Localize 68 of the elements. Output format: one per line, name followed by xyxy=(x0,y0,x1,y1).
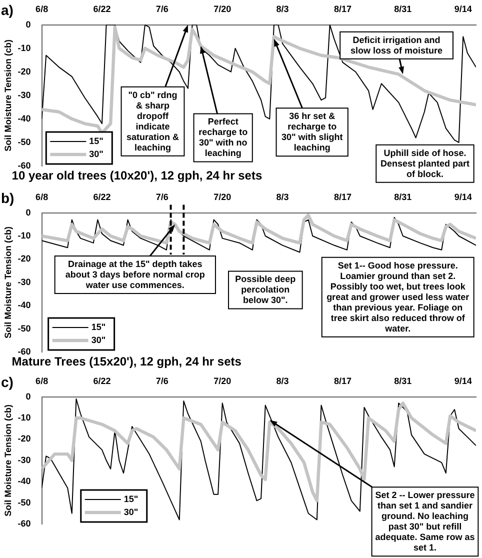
x-tick-label: 9/14 xyxy=(454,4,472,14)
x-tick-label: 8/31 xyxy=(394,4,412,14)
x-tick-label: 7/20 xyxy=(214,376,232,386)
y-tick-label: -40 xyxy=(18,113,31,124)
legend-label: 30" xyxy=(91,334,106,345)
y-tick-label: -10 xyxy=(18,412,31,422)
legend-label: 15" xyxy=(89,136,104,146)
annotation: Set 2 -- Lower pressure than set 1 and sandier ground. No leaching past 30" but refill adequate. Same row as set 1. xyxy=(375,490,475,553)
y-tick-label: -60 xyxy=(18,518,31,528)
y-tick-label: -50 xyxy=(18,497,31,508)
legend-label: 15" xyxy=(124,494,138,504)
y-tick-label: 0 xyxy=(26,207,31,218)
x-tick-label: 7/6 xyxy=(156,4,168,14)
annotation: 36 hr set & recharge to 30" with slight leaching xyxy=(281,111,343,153)
y-tick-label: 0 xyxy=(26,391,31,402)
x-tick-label: 8/31 xyxy=(394,376,412,386)
y-tick-label: -60 xyxy=(18,160,31,170)
x-tick-label: 7/20 xyxy=(214,192,232,202)
y-tick-label: -10 xyxy=(18,230,31,240)
x-tick-label: 6/22 xyxy=(93,376,111,386)
x-tick-label: 9/14 xyxy=(454,192,472,202)
y-tick-label: -60 xyxy=(18,346,31,356)
chart-title: a) xyxy=(1,2,14,18)
y-tick-label: -10 xyxy=(18,42,31,53)
chart-title: b) xyxy=(1,190,14,206)
x-tick-label: 8/3 xyxy=(276,376,289,386)
x-tick-label: 6/8 xyxy=(36,192,48,202)
x-tick-label: 7/20 xyxy=(214,4,232,14)
annotation: Possible deep percolation below 30". xyxy=(235,274,296,306)
x-tick-label: 8/3 xyxy=(276,192,289,202)
x-tick-label: 6/22 xyxy=(93,4,111,14)
annotation: Perfect recharge to 30" with no leaching xyxy=(198,116,248,158)
x-tick-label: 7/6 xyxy=(156,192,168,202)
text: 10 year old trees (10x20'), 12 gph, 24 hr sets xyxy=(12,168,262,182)
y-tick-label: -30 xyxy=(18,454,31,465)
annotation: Uphill side of hose. Densest planted part of block. xyxy=(380,148,470,179)
text: Mature Trees (15x20'), 12 gph, 24 hr sets xyxy=(12,354,242,368)
y-tick-label: -50 xyxy=(18,136,31,147)
y-axis-title: Soil Moisture Tension (cb) xyxy=(2,404,13,516)
y-tick-label: -30 xyxy=(18,90,31,100)
y-tick-label: -20 xyxy=(18,254,31,264)
y-axis-title: Soil Moisture Tension (cb) xyxy=(2,226,13,338)
annotation: Set 1-- Good hose pressure. Loamier ground than set 2. Possibly too wet, but trees look great and grower used less water than previous year. Foliage on tree skirt also reduced throw of water. xyxy=(326,260,470,334)
y-tick-label: -30 xyxy=(18,276,31,287)
annotation: "0 cb" rdng & sharp dropoff indicate saturation & leaching xyxy=(126,90,180,152)
x-tick-label: 8/17 xyxy=(334,192,352,202)
legend-label: 30" xyxy=(89,148,104,159)
annotation: Deficit irrigation and slow loss of moisture xyxy=(350,34,443,56)
y-tick-label: -40 xyxy=(18,300,31,310)
y-tick-label: -20 xyxy=(18,66,31,76)
annotation: Drainage at the 15" depth takes about 3 days before normal crop water use commences. xyxy=(65,258,206,290)
y-tick-label: 0 xyxy=(26,19,31,30)
x-tick-label: 6/8 xyxy=(36,376,48,386)
x-tick-label: 8/31 xyxy=(394,192,412,202)
y-tick-label: -20 xyxy=(18,434,31,444)
x-tick-label: 8/3 xyxy=(276,4,289,14)
x-tick-label: 6/22 xyxy=(93,192,111,202)
chart-title: c) xyxy=(1,374,14,390)
legend-label: 30" xyxy=(124,506,138,517)
legend-label: 15" xyxy=(91,322,106,332)
y-tick-label: -40 xyxy=(18,476,31,486)
y-tick-label: -50 xyxy=(18,323,31,334)
x-tick-label: 7/6 xyxy=(156,376,168,386)
x-tick-label: 8/17 xyxy=(334,4,352,14)
x-tick-label: 8/17 xyxy=(334,376,352,386)
y-axis-title: Soil Moisture Tension (cb) xyxy=(2,39,13,152)
x-tick-label: 6/8 xyxy=(36,4,48,14)
x-tick-label: 9/14 xyxy=(454,376,472,386)
